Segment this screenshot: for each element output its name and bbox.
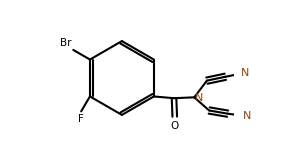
- Text: N: N: [243, 111, 251, 121]
- Text: N: N: [241, 68, 249, 78]
- Text: O: O: [171, 121, 179, 131]
- Text: Br: Br: [60, 38, 71, 48]
- Text: N: N: [195, 93, 203, 103]
- Text: F: F: [78, 114, 84, 124]
